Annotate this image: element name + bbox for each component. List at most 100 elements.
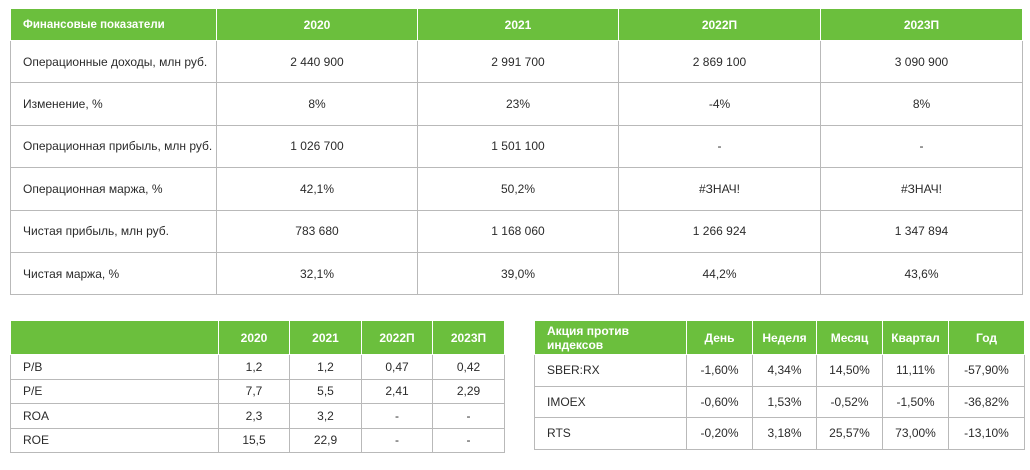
column-header: 2022П [361, 320, 433, 355]
table-cell: 783 680 [216, 209, 418, 253]
table-header-row: Финансовые показатели 2020 2021 2022П 20… [10, 8, 1023, 41]
table-cell: 1 501 100 [417, 124, 619, 169]
row-label: P/E [10, 378, 219, 404]
table-row: Чистая прибыль, млн руб. 783 680 1 168 0… [10, 209, 1023, 253]
column-header: 2021 [417, 8, 619, 41]
table-row: Чистая маржа, % 32,1% 39,0% 44,2% 43,6% [10, 251, 1023, 296]
table-cell: 44,2% [618, 251, 821, 296]
table-cell: 1,2 [289, 354, 362, 380]
table-cell: 2 869 100 [618, 39, 821, 84]
table-cell: 15,5 [218, 427, 290, 453]
column-header: Месяц [816, 320, 883, 355]
table-header-row: 2020 2021 2022П 2023П [10, 320, 505, 355]
table-cell: 1 026 700 [216, 124, 418, 169]
table-cell: - [361, 427, 433, 453]
row-label: Операционная прибыль, млн руб. [10, 124, 217, 169]
table-cell: -1,60% [686, 354, 753, 387]
table-row: Изменение, % 8% 23% -4% 8% [10, 82, 1023, 126]
table-cell: 7,7 [218, 378, 290, 404]
table-cell: -13,10% [948, 417, 1025, 450]
table-cell: - [820, 124, 1023, 169]
table-row: Операционные доходы, млн руб. 2 440 900 … [10, 39, 1023, 84]
table-cell: -36,82% [948, 385, 1025, 418]
table-row: RTS -0,20% 3,18% 25,57% 73,00% -13,10% [534, 417, 1025, 450]
table-cell: 3,2 [289, 403, 362, 429]
column-header: Финансовые показатели [10, 8, 217, 41]
table-cell: 50,2% [417, 167, 619, 211]
stock-vs-indices-table: Акция против индексов День Неделя Месяц … [534, 320, 1025, 450]
row-label: Операционные доходы, млн руб. [10, 39, 217, 84]
table-cell: 32,1% [216, 251, 418, 296]
table-cell: - [618, 124, 821, 169]
table-cell: 1 168 060 [417, 209, 619, 253]
row-label: ROA [10, 403, 219, 429]
table-cell: 1,53% [752, 385, 817, 418]
multiples-table: 2020 2021 2022П 2023П P/B 1,2 1,2 0,47 0… [10, 320, 505, 453]
table-cell: -0,60% [686, 385, 753, 418]
table-cell: 14,50% [816, 354, 883, 387]
column-header: Квартал [882, 320, 949, 355]
table-cell: 3,18% [752, 417, 817, 450]
column-header: 2023П [820, 8, 1023, 41]
column-header: Неделя [752, 320, 817, 355]
table-row: ROA 2,3 3,2 - - [10, 403, 505, 429]
table-cell: 2 991 700 [417, 39, 619, 84]
financial-indicators-table: Финансовые показатели 2020 2021 2022П 20… [10, 8, 1023, 296]
row-label: SBER:RX [534, 354, 687, 387]
table-cell: 3 090 900 [820, 39, 1023, 84]
row-label: P/B [10, 354, 219, 380]
table-cell: 2,29 [432, 378, 505, 404]
table-row: ROE 15,5 22,9 - - [10, 427, 505, 453]
table-cell: 8% [216, 82, 418, 126]
table-cell: 25,57% [816, 417, 883, 450]
table-cell: -0,20% [686, 417, 753, 450]
table-cell: -4% [618, 82, 821, 126]
table-cell: 2,3 [218, 403, 290, 429]
row-label: RTS [534, 417, 687, 450]
table-cell: 23% [417, 82, 619, 126]
table-cell: - [361, 403, 433, 429]
table-cell: 0,42 [432, 354, 505, 380]
table-cell: -0,52% [816, 385, 883, 418]
column-header: 2020 [216, 8, 418, 41]
table-cell: -1,50% [882, 385, 949, 418]
row-label: Чистая прибыль, млн руб. [10, 209, 217, 253]
table-cell: - [432, 427, 505, 453]
table-cell: 22,9 [289, 427, 362, 453]
table-cell: 8% [820, 82, 1023, 126]
table-cell: #ЗНАЧ! [820, 167, 1023, 211]
table-cell: 1 347 894 [820, 209, 1023, 253]
column-header: Акция против индексов [534, 320, 687, 355]
table-row: Операционная маржа, % 42,1% 50,2% #ЗНАЧ!… [10, 167, 1023, 211]
column-header: Год [948, 320, 1025, 355]
column-header: 2023П [432, 320, 505, 355]
table-row: Операционная прибыль, млн руб. 1 026 700… [10, 124, 1023, 169]
column-header: День [686, 320, 753, 355]
column-header: 2022П [618, 8, 821, 41]
row-label: Чистая маржа, % [10, 251, 217, 296]
row-label: ROE [10, 427, 219, 453]
table-row: P/B 1,2 1,2 0,47 0,42 [10, 354, 505, 380]
table-cell: 4,34% [752, 354, 817, 387]
table-cell: #ЗНАЧ! [618, 167, 821, 211]
row-label: IMOEX [534, 385, 687, 418]
column-header: 2020 [218, 320, 290, 355]
table-header-row: Акция против индексов День Неделя Месяц … [534, 320, 1025, 355]
table-cell: 73,00% [882, 417, 949, 450]
table-row: P/E 7,7 5,5 2,41 2,29 [10, 378, 505, 404]
column-header: 2021 [289, 320, 362, 355]
table-row: IMOEX -0,60% 1,53% -0,52% -1,50% -36,82% [534, 385, 1025, 418]
table-cell: - [432, 403, 505, 429]
row-label: Изменение, % [10, 82, 217, 126]
table-row: SBER:RX -1,60% 4,34% 14,50% 11,11% -57,9… [534, 354, 1025, 387]
table-cell: 1 266 924 [618, 209, 821, 253]
table-cell: 2,41 [361, 378, 433, 404]
table-cell: -57,90% [948, 354, 1025, 387]
table-cell: 11,11% [882, 354, 949, 387]
row-label: Операционная маржа, % [10, 167, 217, 211]
table-cell: 1,2 [218, 354, 290, 380]
column-header [10, 320, 219, 355]
table-cell: 42,1% [216, 167, 418, 211]
table-cell: 43,6% [820, 251, 1023, 296]
table-cell: 5,5 [289, 378, 362, 404]
